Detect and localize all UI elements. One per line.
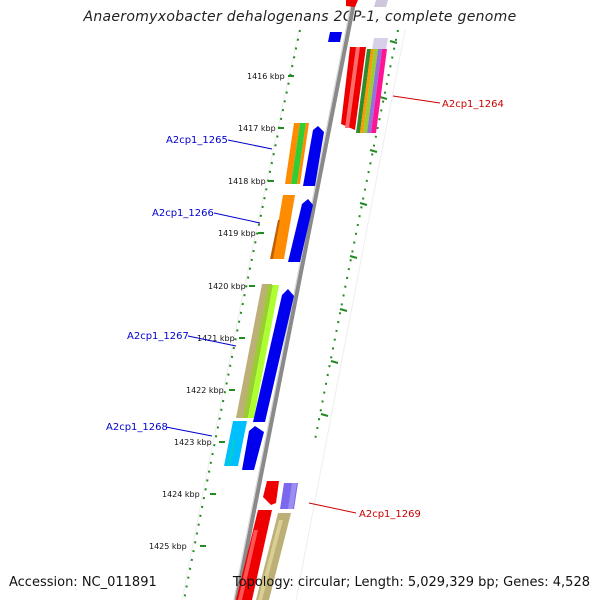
gene-feature-a2cp1-1266[interactable] [270, 195, 313, 262]
gene-label-a2cp1-1268[interactable]: A2cp1_1268 [106, 422, 168, 433]
ruler-label-1420: 1420 kbp [208, 282, 246, 291]
ruler-label-1419: 1419 kbp [218, 229, 256, 238]
reverse-strand-dotted-line [314, 29, 399, 441]
gene-label-a2cp1-1266[interactable]: A2cp1_1266 [152, 208, 214, 219]
ruler-label-1416: 1416 kbp [247, 72, 285, 81]
track-outline-right [295, 29, 406, 600]
genome-backbone [233, 0, 357, 600]
gene-label-leaders [165, 95, 441, 514]
ruler-label-1423: 1423 kbp [174, 438, 212, 447]
gene-feature-a2cp1-1268[interactable] [224, 421, 264, 470]
ruler-label-1418: 1418 kbp [228, 177, 266, 186]
gene-label-a2cp1-1269[interactable]: A2cp1_1269 [359, 509, 421, 520]
gene-label-a2cp1-1264[interactable]: A2cp1_1264 [442, 99, 504, 110]
gene-feature-a2cp1-1265[interactable] [285, 123, 324, 186]
gene-label-a2cp1-1265[interactable]: A2cp1_1265 [166, 135, 228, 146]
reverse-strand-ticks [320, 40, 398, 417]
gene-feature-a2cp1-1267[interactable] [236, 284, 294, 422]
track-outline-left [181, 29, 300, 600]
feature-bottom-partial [236, 510, 291, 600]
ruler-label-1424: 1424 kbp [162, 490, 200, 499]
gene-feature-a2cp1-1264[interactable] [341, 47, 387, 133]
ruler-label-1425: 1425 kbp [149, 542, 187, 551]
feature-top-partial [328, 0, 388, 50]
map-title: Anaeromyxobacter dehalogenans 2CP-1, com… [83, 9, 517, 25]
topology-text: Topology: circular; Length: 5,029,329 bp… [232, 575, 590, 590]
ruler-label-1421: 1421 kbp [197, 334, 235, 343]
gene-label-a2cp1-1267[interactable]: A2cp1_1267 [127, 331, 189, 342]
ruler-label-1422: 1422 kbp [186, 386, 224, 395]
accession-text: Accession: NC_011891 [9, 575, 157, 590]
ruler-ticks [200, 75, 294, 547]
gene-feature-a2cp1-1269[interactable] [263, 481, 298, 509]
ruler-label-1417: 1417 kbp [238, 124, 276, 133]
